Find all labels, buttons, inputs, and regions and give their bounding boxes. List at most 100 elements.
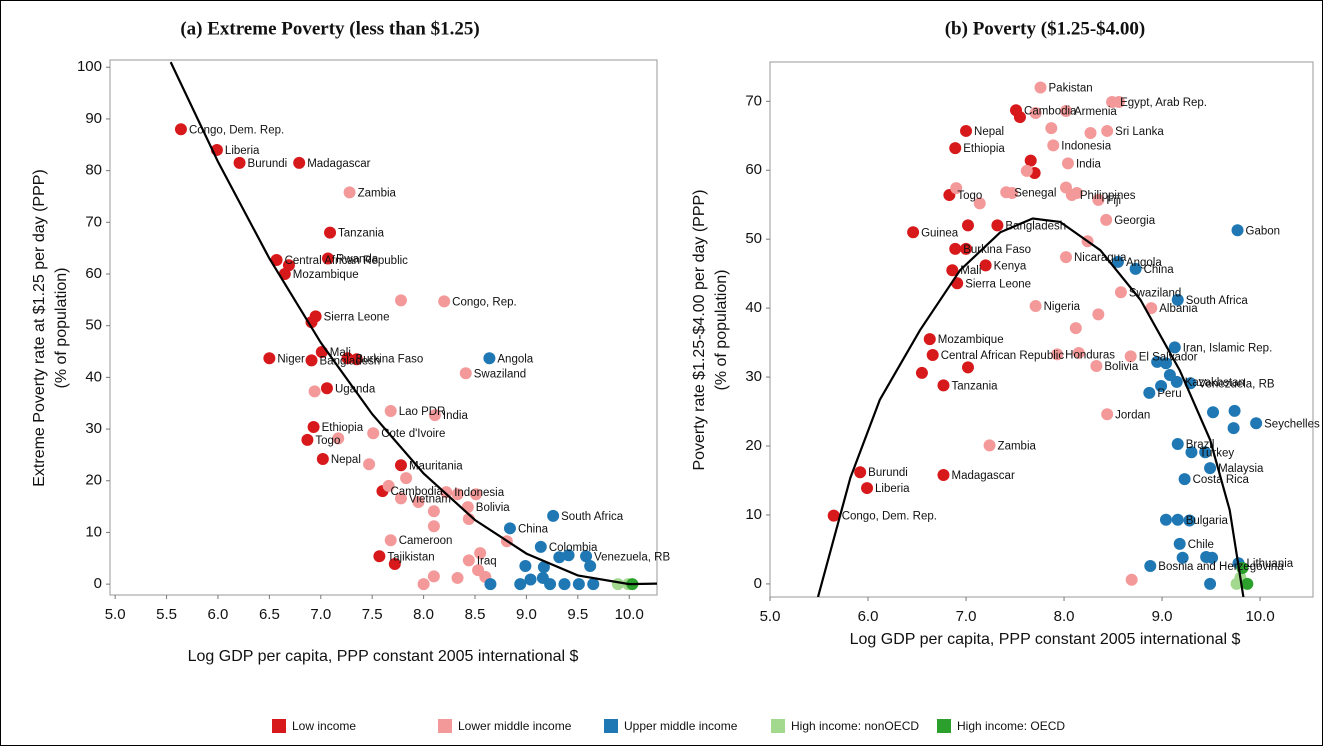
point-label: Philippines	[1080, 190, 1136, 202]
data-point	[174, 123, 187, 136]
data-point	[1060, 181, 1073, 194]
x-tick-label: 9.0	[1152, 608, 1173, 625]
data-point	[1090, 360, 1103, 373]
legend-swatch	[937, 719, 951, 733]
data-point	[1151, 355, 1164, 368]
data-point	[483, 352, 496, 365]
point-label: Kazakhstan	[1185, 377, 1245, 389]
data-point	[544, 578, 557, 591]
data-point	[961, 219, 974, 232]
legend-label: Low income	[292, 719, 356, 733]
x-tick-label: 10.0	[1245, 608, 1274, 625]
data-point	[827, 509, 840, 522]
data-point	[341, 352, 354, 365]
data-point	[1070, 186, 1083, 199]
data-point	[382, 479, 395, 492]
point-label: Ethiopia	[963, 143, 1005, 155]
y-tick-label: 80	[85, 162, 102, 179]
point-label: El Salvador	[1139, 351, 1198, 363]
point-label: Lao PDR	[399, 406, 446, 418]
data-point	[584, 560, 597, 573]
data-point	[937, 468, 950, 481]
data-point	[324, 226, 337, 239]
x-tick-label: 8.0	[413, 606, 434, 623]
data-point	[1092, 308, 1105, 321]
point-label: Indonesia	[454, 487, 504, 499]
point-label: Angola	[1126, 257, 1162, 269]
data-point	[301, 433, 314, 446]
point-label: China	[1144, 264, 1175, 276]
point-label: Tanzania	[951, 380, 998, 392]
x-tick-label: 5.0	[760, 608, 781, 625]
point-label: Armenia	[1074, 106, 1117, 118]
x-tick-label: 5.5	[156, 606, 177, 623]
point-label: Cameroon	[399, 535, 453, 547]
data-point	[611, 578, 624, 591]
data-point	[1230, 577, 1243, 590]
data-point	[321, 252, 334, 265]
data-point	[1178, 473, 1191, 486]
data-point	[587, 578, 600, 591]
data-point	[949, 142, 962, 155]
data-point	[1171, 513, 1184, 526]
data-point	[384, 404, 397, 417]
point-label: South Africa	[1186, 295, 1249, 307]
point-label: Nepal	[974, 126, 1004, 138]
point-label: Central African Republic	[285, 255, 409, 267]
data-point	[427, 505, 440, 518]
point-label: Venezuela, RB	[1198, 378, 1274, 390]
y-axis-label: Poverty rate $1.25-$4.00 per day (PPP)	[691, 189, 708, 470]
data-point	[1084, 127, 1097, 140]
y-axis-label: (% of population)	[53, 268, 70, 389]
data-point	[1231, 224, 1244, 237]
data-point	[388, 557, 401, 570]
y-tick-label: 20	[745, 437, 762, 454]
data-point	[1072, 346, 1085, 359]
data-point	[950, 182, 963, 195]
data-point	[1171, 293, 1184, 306]
point-label: Senegal	[1014, 187, 1056, 199]
data-point	[394, 459, 407, 472]
data-point	[367, 427, 380, 440]
data-point	[1250, 417, 1263, 430]
data-point	[474, 547, 487, 560]
data-point	[1204, 462, 1217, 475]
point-label: Iraq	[477, 555, 497, 567]
point-label: Sri Lanka	[1115, 126, 1164, 138]
data-point	[440, 486, 453, 499]
data-point	[343, 186, 356, 199]
data-point	[427, 520, 440, 533]
y-tick-label: 60	[745, 161, 762, 178]
data-point	[1101, 124, 1114, 137]
data-point	[580, 550, 593, 563]
point-label: Turkey	[1199, 447, 1234, 459]
data-point	[1185, 446, 1198, 459]
data-point	[384, 534, 397, 547]
x-tick-label: 7.0	[956, 608, 977, 625]
x-tick-label: 9.0	[516, 606, 537, 623]
point-label: Liberia	[225, 145, 260, 157]
data-point	[1029, 300, 1042, 313]
data-point	[350, 353, 363, 366]
point-label: Congo, Dem. Rep.	[189, 124, 284, 136]
data-point	[1013, 111, 1026, 124]
point-label: Vietnam	[409, 493, 451, 505]
point-label: Central African Republic	[941, 350, 1065, 362]
data-point	[462, 554, 475, 567]
data-point	[270, 254, 283, 267]
data-point	[991, 219, 1004, 232]
point-label: Togo	[315, 435, 340, 447]
data-point	[316, 453, 329, 466]
data-point	[1100, 213, 1113, 226]
y-tick-label: 70	[745, 92, 762, 109]
data-point	[305, 316, 318, 329]
data-point	[305, 354, 318, 367]
data-point	[923, 333, 936, 346]
data-point	[1112, 95, 1125, 108]
data-point	[558, 578, 571, 591]
x-tick-label: 5.0	[105, 606, 126, 623]
data-point	[1124, 350, 1137, 363]
data-point	[562, 549, 575, 562]
y-tick-label: 0	[94, 575, 102, 592]
